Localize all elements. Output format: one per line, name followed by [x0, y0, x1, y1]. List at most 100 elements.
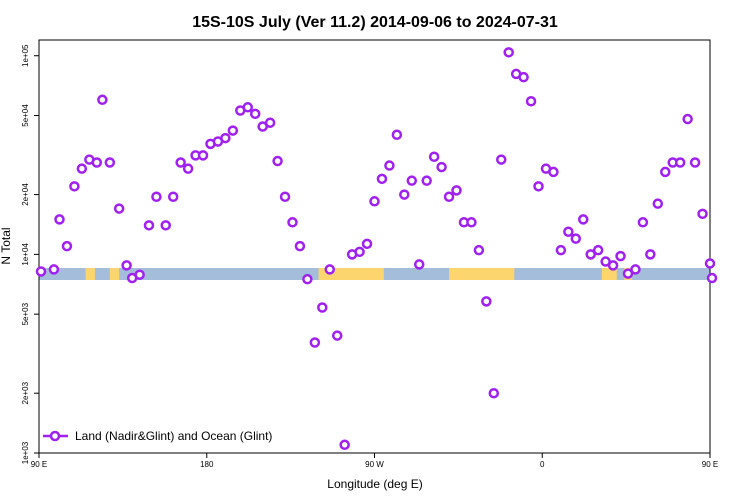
- data-point: [630, 264, 641, 275]
- data-point: [689, 157, 701, 168]
- data-point: [525, 95, 537, 107]
- data-point: [35, 266, 47, 277]
- x-tick-label: 180: [200, 460, 214, 469]
- data-point: [361, 238, 373, 250]
- data-point: [645, 249, 656, 260]
- data-point: [76, 163, 88, 174]
- data-point: [134, 269, 145, 280]
- x-axis-ticks: 90 E 180 90 W 0 90 E: [31, 453, 718, 469]
- data-point: [518, 71, 529, 83]
- data-point: [399, 189, 410, 200]
- y-tick-label: 1e+05: [21, 44, 30, 67]
- data-point: [182, 163, 194, 174]
- data-point: [406, 175, 418, 186]
- data-point: [622, 268, 634, 279]
- data-point: [227, 125, 239, 136]
- data-point: [302, 273, 313, 285]
- x-axis-label: Longitude (deg E): [327, 477, 422, 491]
- data-point: [113, 203, 125, 214]
- data-point: [54, 214, 65, 225]
- data-point: [91, 157, 103, 168]
- data-point: [682, 113, 693, 125]
- y-tick-label: 2e+03: [21, 381, 30, 404]
- x-tick-label: 90 E: [702, 460, 718, 469]
- y-tick-label: 1e+03: [21, 441, 30, 464]
- data-point: [533, 181, 544, 192]
- data-point: [48, 264, 60, 275]
- data-point: [160, 220, 171, 231]
- legend-entry: Land (Nadir&Glint) and Ocean (Glint): [75, 429, 272, 443]
- data-point: [436, 161, 447, 173]
- data-point: [443, 191, 455, 203]
- y-tick-label: 1e+04: [21, 243, 30, 266]
- data-point: [324, 264, 336, 275]
- data-point: [104, 157, 116, 168]
- data-point: [391, 129, 403, 141]
- data-point: [220, 132, 231, 144]
- data-point: [697, 208, 708, 220]
- y-axis-ticks: 1e+03 2e+03 5e+03 1e+04 2e+04 5e+04 1e+05: [21, 44, 39, 464]
- data-point: [421, 175, 432, 186]
- data-point: [339, 439, 350, 451]
- data-point: [704, 258, 716, 269]
- data-point: [473, 244, 485, 256]
- data-point: [143, 220, 155, 231]
- data-point: [376, 173, 388, 185]
- data-point: [197, 150, 209, 161]
- land-band-segment: [449, 268, 515, 280]
- y-tick-label: 5e+04: [21, 104, 30, 127]
- data-point: [272, 155, 283, 167]
- data-point: [331, 330, 343, 341]
- data-point: [578, 214, 589, 225]
- data-point: [660, 166, 671, 178]
- data-point: [354, 246, 365, 258]
- land-band-segment: [318, 268, 384, 280]
- data-point: [97, 94, 108, 106]
- data-point: [413, 259, 425, 270]
- data-points: [35, 47, 718, 451]
- x-tick-label: 90 W: [365, 460, 384, 469]
- data-point: [309, 337, 321, 348]
- data-point: [674, 157, 686, 168]
- data-point: [637, 217, 649, 228]
- data-point: [151, 191, 162, 203]
- data-point: [317, 302, 328, 313]
- data-point: [592, 244, 604, 256]
- land-band-segment: [85, 268, 95, 280]
- data-point: [548, 166, 559, 178]
- data-point: [294, 240, 306, 252]
- data-point: [61, 240, 73, 252]
- data-point: [242, 102, 254, 113]
- data-point: [585, 249, 596, 260]
- data-point: [264, 117, 276, 128]
- data-point: [384, 160, 395, 171]
- surface-band: [39, 268, 710, 280]
- data-point: [607, 260, 619, 271]
- data-point: [495, 154, 507, 165]
- plot-area-frame: [38, 39, 711, 454]
- data-point: [652, 198, 664, 209]
- data-point: [249, 108, 261, 120]
- data-point: [369, 196, 380, 207]
- y-axis-label: N Total: [0, 227, 13, 264]
- data-point: [503, 47, 514, 58]
- data-point: [570, 233, 582, 244]
- chart-title: 15S-10S July (Ver 11.2) 2014-09-06 to 20…: [192, 14, 558, 31]
- x-tick-label: 90 E: [31, 460, 47, 469]
- y-tick-label: 5e+03: [21, 302, 30, 325]
- legend: Land (Nadir&Glint) and Ocean (Glint): [43, 429, 272, 443]
- data-point: [706, 272, 718, 284]
- data-point: [563, 226, 574, 237]
- data-point: [488, 387, 500, 399]
- legend-marker: [49, 430, 61, 442]
- land-band-segment: [601, 268, 617, 280]
- data-point: [451, 185, 462, 196]
- data-point: [615, 250, 626, 262]
- y-tick-label: 2e+04: [21, 183, 30, 206]
- land-band-segment: [109, 268, 120, 280]
- data-point: [466, 217, 477, 228]
- data-point: [121, 260, 132, 271]
- data-point: [428, 151, 440, 163]
- data-point: [555, 244, 567, 256]
